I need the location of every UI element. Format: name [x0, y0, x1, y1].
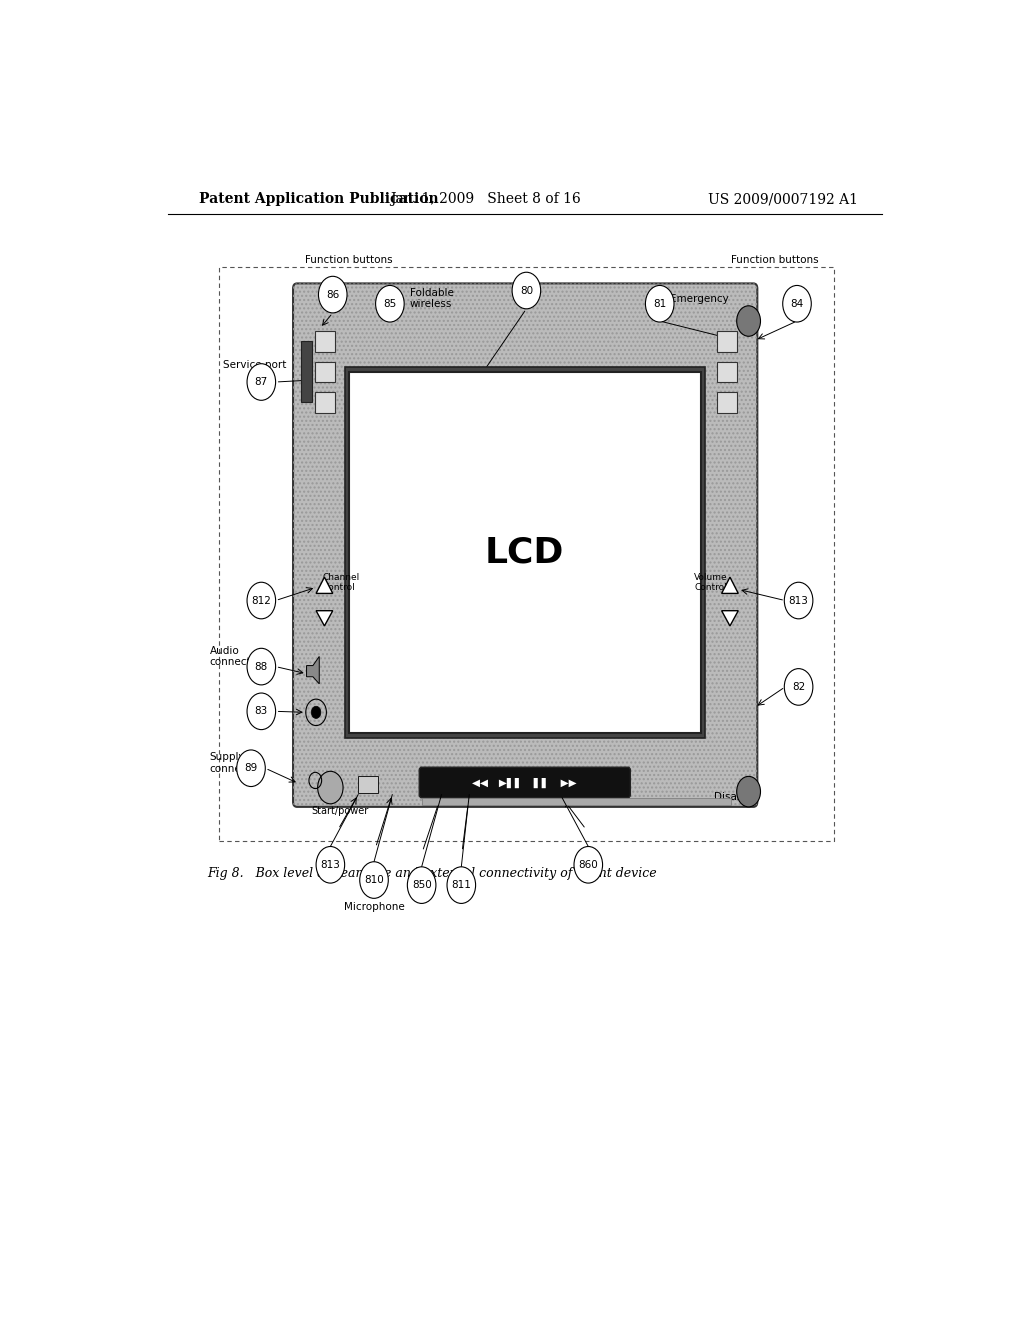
Text: Emergency: Emergency [670, 293, 729, 304]
Polygon shape [722, 577, 738, 594]
FancyBboxPatch shape [422, 797, 731, 805]
Circle shape [247, 582, 275, 619]
Circle shape [784, 669, 813, 705]
Text: Start/power: Start/power [311, 805, 369, 816]
Polygon shape [306, 656, 319, 684]
Circle shape [645, 285, 674, 322]
Text: 84: 84 [791, 298, 804, 309]
Text: Disaster: Disaster [714, 792, 758, 801]
Text: 87: 87 [255, 378, 268, 387]
Circle shape [408, 867, 436, 903]
Text: LCD: LCD [485, 535, 564, 569]
Text: 85: 85 [383, 298, 396, 309]
Text: Microphone: Microphone [344, 903, 404, 912]
Circle shape [359, 862, 388, 899]
Text: Function buttons: Function buttons [305, 255, 392, 265]
Text: 860: 860 [579, 859, 598, 870]
Circle shape [237, 750, 265, 787]
Text: 812: 812 [251, 595, 271, 606]
FancyBboxPatch shape [293, 284, 758, 807]
Circle shape [247, 364, 275, 400]
Text: Service port: Service port [223, 360, 287, 370]
Polygon shape [722, 611, 738, 626]
FancyBboxPatch shape [345, 367, 705, 738]
Text: Jan. 1, 2009   Sheet 8 of 16: Jan. 1, 2009 Sheet 8 of 16 [390, 191, 581, 206]
FancyBboxPatch shape [315, 362, 335, 381]
Circle shape [316, 846, 345, 883]
Text: 89: 89 [245, 763, 258, 774]
Text: Patent Application Publication: Patent Application Publication [200, 191, 439, 206]
Text: Fig 8.   Box level appearance and external connectivity of client device: Fig 8. Box level appearance and external… [207, 867, 657, 880]
Circle shape [376, 285, 404, 322]
FancyBboxPatch shape [717, 331, 736, 351]
Circle shape [447, 867, 475, 903]
Circle shape [318, 276, 347, 313]
Circle shape [736, 776, 761, 807]
Text: Volume
Control: Volume Control [693, 573, 727, 593]
Text: 82: 82 [792, 682, 805, 692]
Circle shape [736, 306, 761, 337]
FancyBboxPatch shape [315, 392, 335, 412]
FancyBboxPatch shape [717, 392, 736, 412]
Circle shape [782, 285, 811, 322]
Text: ◀◀   ▶▌▌   ▌▌   ▶▶: ◀◀ ▶▌▌ ▌▌ ▶▶ [472, 777, 578, 788]
Text: Channel
Control: Channel Control [323, 573, 359, 593]
Circle shape [512, 272, 541, 309]
Text: Foldable
wireless: Foldable wireless [410, 288, 454, 309]
Circle shape [784, 582, 813, 619]
Text: 81: 81 [653, 298, 667, 309]
FancyBboxPatch shape [717, 362, 736, 381]
FancyBboxPatch shape [348, 372, 701, 733]
FancyBboxPatch shape [315, 331, 335, 351]
Text: 810: 810 [365, 875, 384, 884]
Circle shape [247, 693, 275, 730]
Text: 80: 80 [520, 285, 532, 296]
Text: 850: 850 [412, 880, 431, 890]
Text: 83: 83 [255, 706, 268, 717]
FancyBboxPatch shape [301, 342, 312, 403]
FancyBboxPatch shape [358, 776, 378, 792]
Polygon shape [316, 577, 333, 594]
Circle shape [247, 648, 275, 685]
Circle shape [311, 706, 321, 718]
Circle shape [317, 771, 343, 804]
Text: Function buttons: Function buttons [731, 255, 819, 265]
Text: Supply
connector: Supply connector [210, 752, 262, 774]
FancyBboxPatch shape [219, 267, 835, 841]
Text: Audio
connector: Audio connector [210, 645, 262, 667]
Text: 86: 86 [326, 289, 339, 300]
Text: 88: 88 [255, 661, 268, 672]
Text: 813: 813 [321, 859, 340, 870]
Circle shape [574, 846, 602, 883]
Text: US 2009/0007192 A1: US 2009/0007192 A1 [709, 191, 858, 206]
Text: 813: 813 [788, 595, 809, 606]
Polygon shape [316, 611, 333, 626]
FancyBboxPatch shape [419, 767, 631, 797]
Text: 811: 811 [452, 880, 471, 890]
